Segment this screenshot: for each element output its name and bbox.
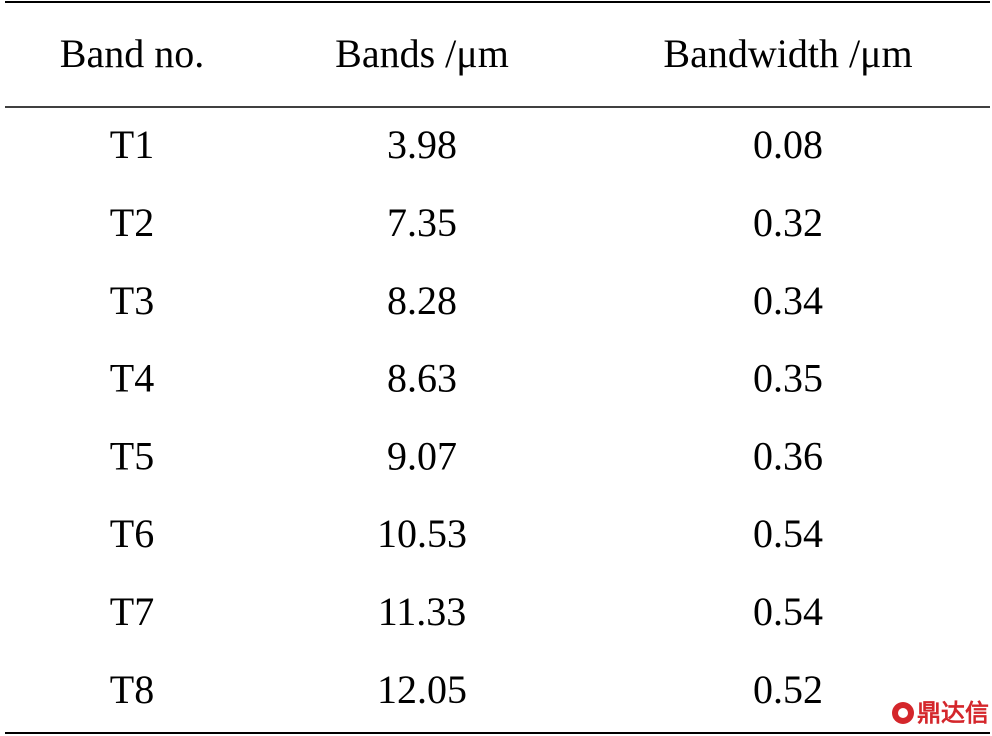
cell: 0.34 (753, 278, 823, 323)
cell: 7.35 (387, 200, 457, 245)
cell: 0.54 (753, 589, 823, 634)
cell: 11.33 (378, 589, 467, 634)
header-cell: Bandwidth /μm (663, 31, 912, 76)
cell: 0.08 (753, 122, 823, 167)
cell: T8 (110, 667, 154, 712)
cell: 8.28 (387, 278, 457, 323)
cell: T7 (110, 589, 154, 634)
cell: 0.52 (753, 667, 823, 712)
cell: 0.35 (753, 356, 823, 401)
cell: 8.63 (387, 356, 457, 401)
cell: 3.98 (387, 122, 457, 167)
header-cell: Bands /μm (335, 31, 509, 76)
watermark-text: 鼎达信 (917, 699, 989, 727)
logo-inner (898, 708, 908, 718)
watermark-logo: 鼎达信 (892, 699, 989, 727)
cell: 10.53 (377, 511, 467, 556)
cell: T1 (110, 122, 154, 167)
cell: T4 (110, 356, 154, 401)
cell: T3 (110, 278, 154, 323)
cell: T2 (110, 200, 154, 245)
cell: 9.07 (387, 433, 457, 478)
cell: T5 (110, 433, 154, 478)
cell: 0.54 (753, 511, 823, 556)
header-cell: Band no. (60, 31, 204, 76)
cell: 0.36 (753, 433, 823, 478)
cell: 0.32 (753, 200, 823, 245)
cell: T6 (110, 511, 154, 556)
cell: 12.05 (377, 667, 467, 712)
